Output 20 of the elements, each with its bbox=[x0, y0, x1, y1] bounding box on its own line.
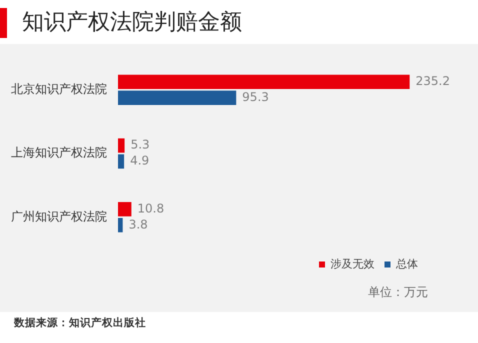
data-label: 235.2 bbox=[416, 74, 450, 88]
source-note: 数据来源：知识产权出版社 bbox=[14, 316, 146, 330]
bar bbox=[118, 138, 125, 153]
bar bbox=[118, 218, 123, 232]
bar bbox=[118, 74, 410, 90]
data-label: 3.8 bbox=[128, 217, 148, 232]
chart-title: 知识产权法院判赔金额 bbox=[22, 9, 242, 37]
legend-label: 总体 bbox=[395, 257, 418, 270]
data-label: 95.3 bbox=[242, 90, 269, 104]
y-tick-label: 北京知识产权法院 bbox=[11, 82, 107, 96]
bar bbox=[118, 90, 236, 105]
bar bbox=[118, 154, 124, 169]
legend-label: 涉及无效 bbox=[330, 257, 374, 270]
y-tick-label: 上海知识产权法院 bbox=[11, 146, 107, 160]
data-label: 10.8 bbox=[137, 201, 164, 216]
text: 单位：万元 bbox=[368, 284, 428, 301]
data-label: 5.3 bbox=[130, 138, 150, 152]
y-tick-label: 广州知识产权法院 bbox=[11, 209, 107, 224]
data-label: 4.9 bbox=[130, 154, 150, 168]
bar bbox=[118, 202, 132, 216]
